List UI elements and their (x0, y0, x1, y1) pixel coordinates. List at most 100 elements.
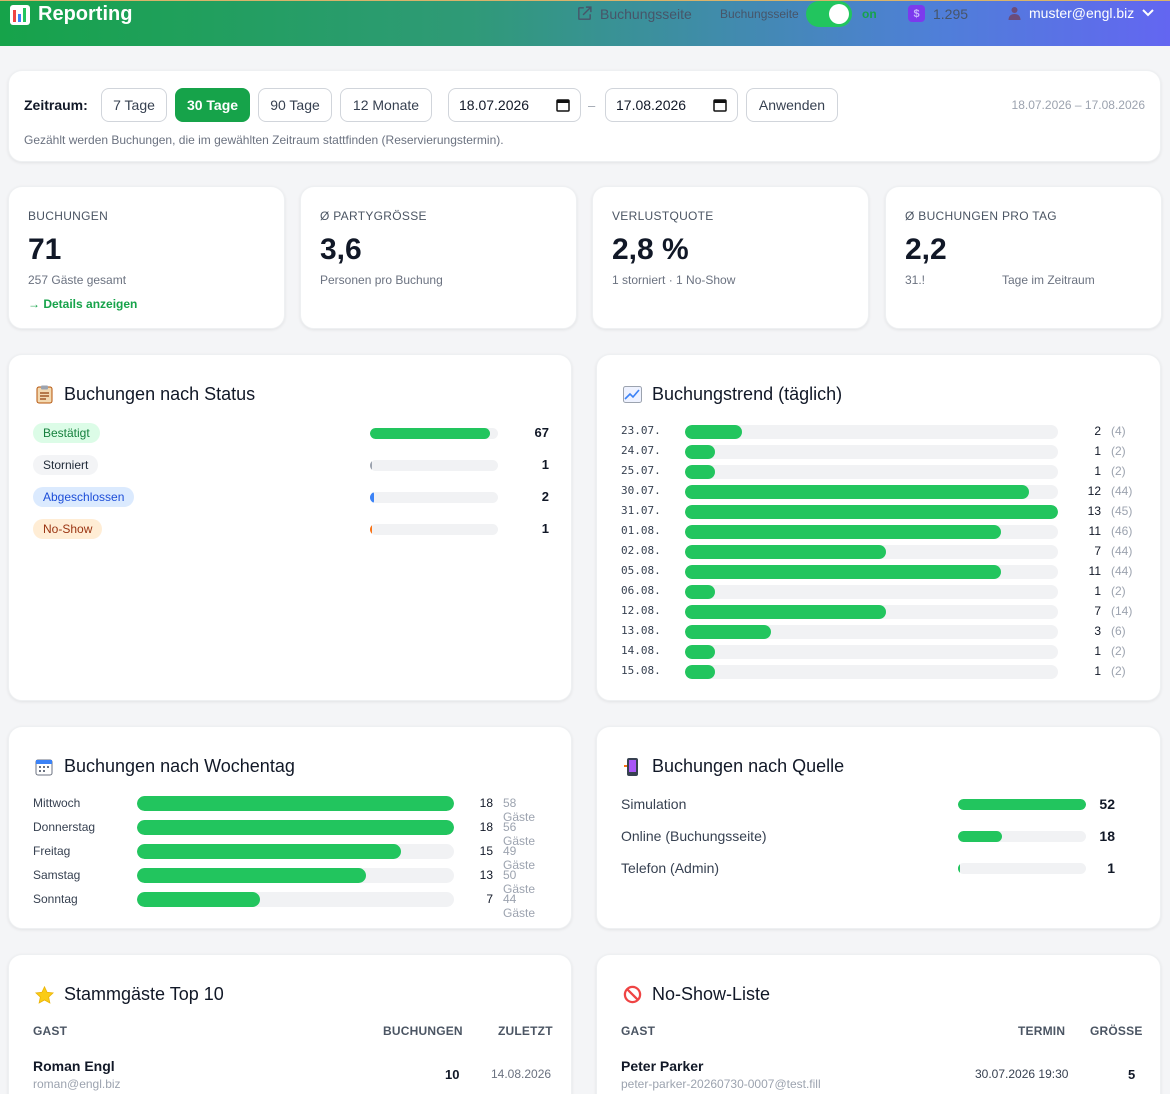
kpi-value: 2,2 (905, 233, 947, 266)
kpi-value: 2,8 % (612, 233, 689, 266)
prohibited-icon (622, 985, 642, 1005)
chevron-down-icon (1142, 9, 1154, 17)
panel-title: Buchungen nach Wochentag (34, 756, 295, 777)
status-title: Buchungen nach Status (64, 384, 256, 404)
weekday-guests: 56 Gäste (503, 820, 536, 848)
column-header-last[interactable]: ZULETZT (498, 1024, 553, 1038)
trend-bar-track (685, 465, 1058, 479)
trend-guests: (44) (1111, 484, 1133, 498)
user-menu[interactable]: muster@engl.biz (1008, 5, 1154, 21)
trend-bar-fill (685, 505, 1058, 519)
booking-page-link[interactable]: Buchungsseite (576, 5, 692, 22)
status-row[interactable]: No-Show 1 (33, 519, 549, 539)
preset-7-days-button[interactable]: 7 Tage (101, 88, 167, 122)
kpi-party-size-card: Ø PARTYGRÖSSE 3,6 Personen pro Buchung (300, 186, 577, 329)
trend-row: 31.07. 13 (45) (621, 503, 1139, 519)
trend-bar-track (685, 605, 1058, 619)
trend-bar-fill (685, 425, 743, 439)
trend-date: 12.08. (621, 604, 661, 617)
trend-guests: (4) (1111, 424, 1126, 438)
trend-guests: (44) (1111, 544, 1133, 558)
trend-row: 05.08. 11 (44) (621, 563, 1139, 579)
panel-title: No-Show-Liste (622, 984, 770, 1005)
credit-coin-icon: $ (908, 5, 925, 22)
weekday-bar-fill (137, 868, 366, 883)
weekday-bar-track (137, 868, 454, 883)
weekday-bar-track (137, 796, 454, 811)
kpi-loss-rate-card: VERLUSTQUOTE 2,8 % 1 storniert · 1 No-Sh… (592, 186, 869, 329)
source-bar-fill (958, 799, 1086, 810)
weekday-count: 13 (479, 868, 493, 882)
filter-hint: Gezählt werden Buchungen, die im gewählt… (24, 133, 504, 147)
source-bar-track (958, 799, 1086, 810)
status-count: 1 (541, 521, 549, 536)
guest-name: Peter Parker (621, 1058, 704, 1074)
star-icon (34, 985, 54, 1005)
guest-name: Roman Engl (33, 1058, 115, 1074)
trend-date: 02.08. (621, 544, 661, 557)
weekday-guests: 49 Gäste (503, 844, 536, 872)
trend-guests: (2) (1111, 584, 1126, 598)
date-to-input[interactable]: 17.08.2026 (605, 88, 738, 122)
weekday-name: Sonntag (33, 892, 78, 906)
weekday-count: 7 (486, 892, 493, 906)
status-row[interactable]: Storniert 1 (33, 455, 549, 475)
booking-page-link-label: Buchungsseite (600, 5, 692, 22)
source-panel: Buchungen nach Quelle Simulation 52 Online… (596, 726, 1161, 929)
status-row[interactable]: Bestätigt 67 (33, 423, 549, 443)
status-badge: Abgeschlossen (33, 487, 135, 507)
trend-date: 30.07. (621, 484, 661, 497)
preset-12-months-button[interactable]: 12 Monate (340, 88, 432, 122)
preset-30-days-button[interactable]: 30 Tage (175, 88, 250, 122)
source-row: Simulation 52 (621, 795, 1139, 815)
weekday-bar-fill (137, 844, 402, 859)
weekday-guests: 44 Gäste (503, 892, 536, 920)
weekday-name: Freitag (33, 844, 71, 858)
trend-row: 14.08. 1 (2) (621, 643, 1139, 659)
noshow-date: 30.07.2026 19:30 (975, 1067, 1069, 1081)
apply-button[interactable]: Anwenden (746, 88, 838, 122)
kpi-bookings-card: BUCHUNGEN 71 257 Gäste gesamt → Details … (8, 186, 285, 329)
date-from-value: 18.07.2026 (459, 97, 530, 113)
date-from-input[interactable]: 18.07.2026 (448, 88, 581, 122)
trend-count: 11 (1088, 524, 1101, 538)
trend-row: 30.07. 12 (44) (621, 483, 1139, 499)
weekday-count: 18 (479, 796, 493, 810)
trend-row: 02.08. 7 (44) (621, 543, 1139, 559)
noshow-title: No-Show-Liste (652, 984, 771, 1004)
app-brand[interactable]: Reporting (10, 3, 132, 26)
trend-date: 23.07. (621, 424, 661, 437)
kpi-subtext: Tage im Zeitraum (1002, 273, 1095, 287)
column-header-bookings[interactable]: BUCHUNGEN (383, 1024, 463, 1038)
trend-date: 31.07. (621, 504, 661, 517)
column-header-guest[interactable]: GAST (621, 1024, 656, 1038)
trend-row: 13.08. 3 (6) (621, 623, 1139, 639)
details-link[interactable]: → Details anzeigen (28, 297, 138, 311)
trend-bar-track (685, 645, 1058, 659)
trend-bar-fill (685, 545, 886, 559)
calendar-icon (34, 757, 54, 777)
preset-90-days-button[interactable]: 90 Tage (258, 88, 332, 122)
status-row[interactable]: Abgeschlossen 2 (33, 487, 549, 507)
user-icon (1008, 7, 1021, 20)
guest-email: roman@engl.biz (33, 1077, 121, 1091)
trend-bar-fill (685, 525, 1001, 539)
trend-date: 01.08. (621, 524, 661, 537)
trend-guests: (2) (1111, 464, 1126, 478)
source-bar-track (958, 831, 1086, 842)
column-header-size[interactable]: GRÖSSE (1090, 1024, 1143, 1038)
source-name: Telefon (Admin) (621, 860, 720, 876)
trend-bar-fill (685, 605, 886, 619)
weekday-row: Sonntag 7 44 Gäste (33, 891, 551, 920)
status-bar-fill (370, 524, 372, 535)
credits-display[interactable]: $ 1.295 (908, 5, 968, 22)
guest-bookings: 10 (445, 1067, 460, 1082)
column-header-guest[interactable]: GAST (33, 1024, 68, 1038)
column-header-date[interactable]: TERMIN (1018, 1024, 1066, 1038)
trend-bar-fill (685, 585, 715, 599)
panel-title: Stammgäste Top 10 (34, 984, 224, 1005)
trend-guests: (46) (1111, 524, 1133, 538)
source-name: Simulation (621, 796, 687, 812)
booking-page-toggle[interactable] (806, 1, 852, 27)
trend-guests: (44) (1111, 564, 1133, 578)
